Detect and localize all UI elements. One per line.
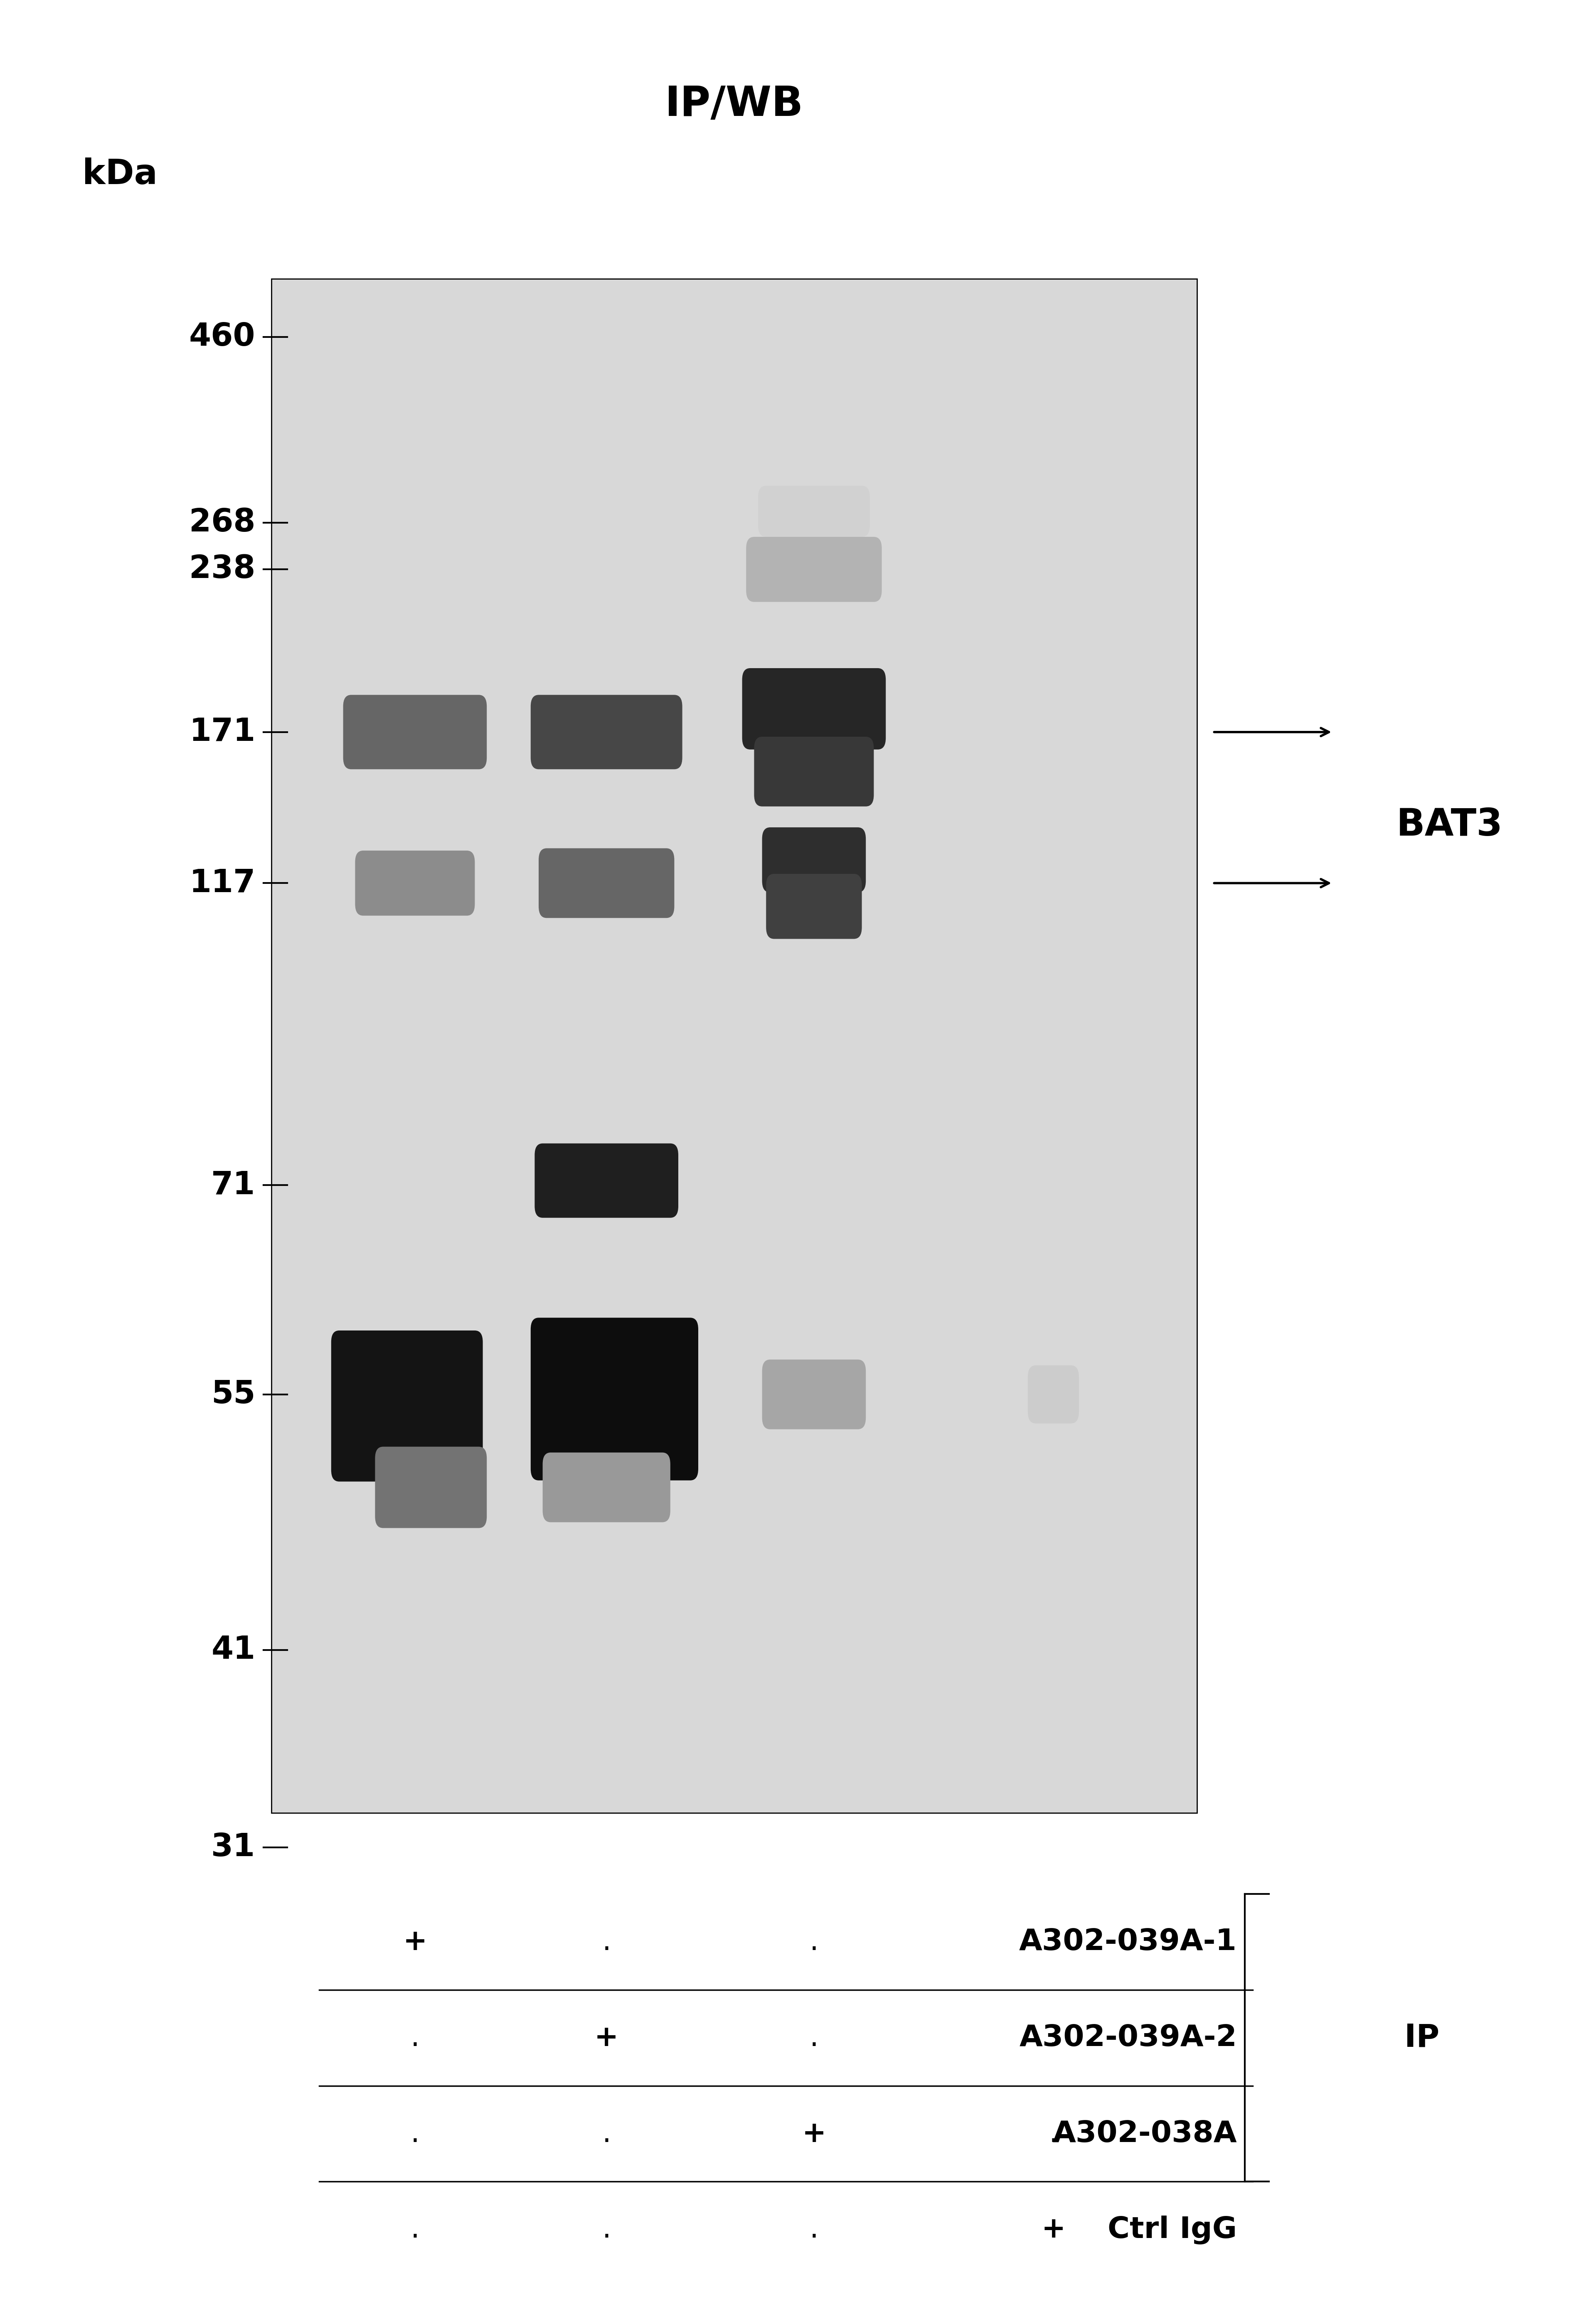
Text: .: . xyxy=(410,2024,420,2052)
Text: .: . xyxy=(1049,2024,1058,2052)
Text: .: . xyxy=(602,2215,611,2243)
FancyBboxPatch shape xyxy=(758,486,870,537)
FancyBboxPatch shape xyxy=(763,827,865,892)
Text: IP: IP xyxy=(1404,2022,1440,2052)
Text: IP/WB: IP/WB xyxy=(666,84,803,125)
Text: 41: 41 xyxy=(211,1634,255,1666)
Text: .: . xyxy=(410,2215,420,2243)
FancyBboxPatch shape xyxy=(535,1143,678,1218)
Text: .: . xyxy=(809,2024,819,2052)
Text: +: + xyxy=(801,2119,827,2147)
FancyBboxPatch shape xyxy=(742,669,886,748)
Text: A302-039A-1: A302-039A-1 xyxy=(1020,1927,1237,1957)
Text: .: . xyxy=(1049,2119,1058,2147)
Text: .: . xyxy=(602,2119,611,2147)
FancyBboxPatch shape xyxy=(343,695,487,769)
Text: 55: 55 xyxy=(211,1378,255,1411)
Text: .: . xyxy=(1049,1929,1058,1957)
FancyBboxPatch shape xyxy=(766,874,862,939)
Text: +: + xyxy=(594,2024,619,2052)
Text: .: . xyxy=(809,1929,819,1957)
FancyBboxPatch shape xyxy=(530,1318,699,1480)
Text: 268: 268 xyxy=(188,507,255,539)
Text: A302-038A: A302-038A xyxy=(1052,2119,1237,2147)
FancyBboxPatch shape xyxy=(530,695,683,769)
FancyBboxPatch shape xyxy=(332,1329,482,1483)
Text: +: + xyxy=(402,1929,428,1957)
Text: 31: 31 xyxy=(211,1831,255,1864)
FancyBboxPatch shape xyxy=(354,851,476,916)
Text: .: . xyxy=(602,1929,611,1957)
Text: 460: 460 xyxy=(188,321,255,353)
Text: A302-039A-2: A302-039A-2 xyxy=(1020,2024,1237,2052)
Text: .: . xyxy=(809,2215,819,2243)
Text: 171: 171 xyxy=(190,716,255,748)
FancyBboxPatch shape xyxy=(375,1446,487,1529)
FancyBboxPatch shape xyxy=(543,1452,670,1522)
Text: BAT3: BAT3 xyxy=(1396,806,1503,844)
Text: 71: 71 xyxy=(211,1169,255,1202)
FancyBboxPatch shape xyxy=(755,737,875,806)
FancyBboxPatch shape xyxy=(1028,1364,1079,1422)
Text: Ctrl IgG: Ctrl IgG xyxy=(1108,2215,1237,2245)
FancyBboxPatch shape xyxy=(763,1360,865,1429)
Text: 117: 117 xyxy=(190,867,255,899)
FancyBboxPatch shape xyxy=(539,848,674,918)
Text: .: . xyxy=(410,2119,420,2147)
Bar xyxy=(271,279,1197,1813)
Text: 238: 238 xyxy=(188,553,255,586)
Text: +: + xyxy=(1041,2215,1066,2243)
Text: kDa: kDa xyxy=(81,158,158,191)
FancyBboxPatch shape xyxy=(747,537,881,602)
